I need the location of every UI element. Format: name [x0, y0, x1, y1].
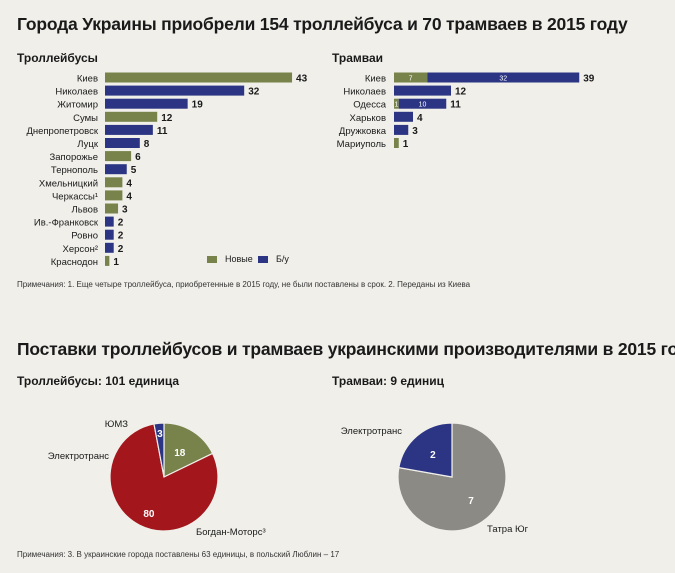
- pie-name-label: Электротранс: [341, 426, 402, 437]
- bar-new: [105, 111, 158, 122]
- bar-used: [105, 98, 188, 109]
- category-label: Николаев: [343, 87, 386, 98]
- bar-used: [394, 111, 413, 122]
- bar-total-label: 4: [417, 113, 423, 124]
- bar-total-label: 4: [126, 178, 132, 189]
- category-label: Житомир: [57, 100, 98, 111]
- bar-new: [105, 203, 119, 214]
- tram-heading: Трамваи: [332, 51, 384, 65]
- pie-slice: [109, 423, 219, 532]
- bar-used: [105, 242, 114, 253]
- segment-label: 32: [499, 76, 507, 83]
- bar-total-label: 2: [118, 231, 124, 242]
- bar-used: [105, 124, 153, 135]
- bar-total-label: 6: [135, 152, 141, 163]
- bar-total-label: 3: [412, 126, 418, 137]
- category-label: Николаев: [55, 87, 98, 98]
- category-label: Днепропетровск: [26, 126, 98, 137]
- pie-name-label: Татра Юг: [487, 524, 529, 535]
- category-label: Одесса: [353, 100, 387, 111]
- bar-total-label: 11: [450, 100, 461, 111]
- pie-value-label: 80: [143, 509, 155, 520]
- pie-slice: [163, 422, 214, 478]
- bar-used: [394, 85, 451, 96]
- pie-value-label: 7: [468, 496, 474, 507]
- page-title: Города Украины приобрели 154 троллейбуса…: [17, 14, 628, 34]
- pie-name-label: Богдан-Моторс³: [196, 527, 266, 538]
- bar-used: [394, 124, 409, 135]
- category-label: Киев: [77, 74, 98, 85]
- bar-total-label: 43: [296, 74, 308, 85]
- category-label: Дружковка: [339, 126, 387, 137]
- pie-value-label: 3: [157, 429, 163, 440]
- pie-name-label: Электротранс: [48, 451, 109, 462]
- bar-used: [105, 229, 114, 240]
- bar-total-label: 8: [144, 139, 150, 150]
- bar-new: [105, 72, 293, 83]
- bar-new: [394, 72, 428, 83]
- category-label: Запорожье: [50, 152, 99, 163]
- category-label: Черкассы¹: [52, 191, 98, 202]
- category-label: Мариуполь: [337, 139, 386, 150]
- segment-label: 7: [409, 76, 413, 83]
- bar-used: [398, 98, 447, 109]
- legend-used-label: Б/у: [276, 254, 289, 264]
- pie-slice: [398, 422, 453, 478]
- bar-used: [105, 138, 140, 148]
- trolleybus-heading: Троллейбусы: [17, 51, 98, 65]
- category-label: Харьков: [350, 113, 386, 124]
- bar-new: [394, 138, 399, 148]
- category-label: Ив.-Франковск: [34, 218, 99, 229]
- bar-total-label: 32: [248, 87, 260, 98]
- pie-trolleybus-heading: Троллейбусы: 101 единица: [17, 374, 180, 388]
- bar-total-label: 2: [118, 218, 124, 229]
- segment-label: 10: [419, 102, 427, 109]
- legend-used: Б/у: [258, 254, 289, 264]
- category-label: Херсон²: [63, 244, 98, 255]
- bar-total-label: 1: [113, 257, 119, 268]
- pie-value-label: 2: [430, 450, 436, 461]
- category-label: Хмельницкий: [39, 178, 98, 189]
- bar-total-label: 1: [403, 139, 409, 150]
- bar-total-label: 11: [157, 126, 168, 137]
- category-label: Ровно: [71, 231, 98, 242]
- bar-total-label: 2: [118, 244, 124, 255]
- legend-new-label: Новые: [225, 254, 253, 264]
- category-label: Киев: [365, 74, 386, 85]
- bar-used: [105, 216, 114, 227]
- bar-total-label: 5: [131, 165, 137, 176]
- bar-used: [427, 72, 580, 83]
- legend-new: Новые: [207, 254, 253, 264]
- category-label: Луцк: [77, 139, 99, 150]
- bar-total-label: 39: [583, 74, 595, 85]
- bar-new: [394, 98, 399, 109]
- category-label: Львов: [72, 205, 98, 216]
- segment-label: 1: [394, 102, 398, 109]
- category-label: Краснодон: [51, 257, 98, 268]
- pie-name-label: ЮМЗ: [105, 419, 129, 430]
- pie-value-label: 18: [174, 448, 186, 459]
- legend-new-swatch: [207, 256, 217, 264]
- bar-new: [105, 190, 123, 201]
- bar-new: [105, 255, 110, 266]
- legend-used-swatch: [258, 256, 268, 264]
- category-label: Сумы: [73, 113, 98, 124]
- bar-new: [105, 151, 132, 162]
- note-1: Примечания: 1. Еще четыре троллейбуса, п…: [17, 280, 471, 289]
- pie-tram-heading: Трамваи: 9 единиц: [332, 374, 445, 388]
- bar-total-label: 12: [455, 87, 467, 98]
- bar-total-label: 4: [126, 191, 132, 202]
- bar-used: [105, 85, 245, 96]
- pie-slice: [153, 422, 165, 478]
- bar-used: [105, 164, 127, 175]
- bar-new: [105, 177, 123, 188]
- section-title: Поставки троллейбусов и трамваев украинс…: [17, 339, 675, 359]
- bar-total-label: 19: [192, 100, 204, 111]
- bar-total-label: 3: [122, 205, 128, 216]
- bar-total-label: 12: [161, 113, 173, 124]
- note-2: Примечания: 3. В украинские города поста…: [17, 550, 340, 559]
- category-label: Тернополь: [51, 165, 98, 176]
